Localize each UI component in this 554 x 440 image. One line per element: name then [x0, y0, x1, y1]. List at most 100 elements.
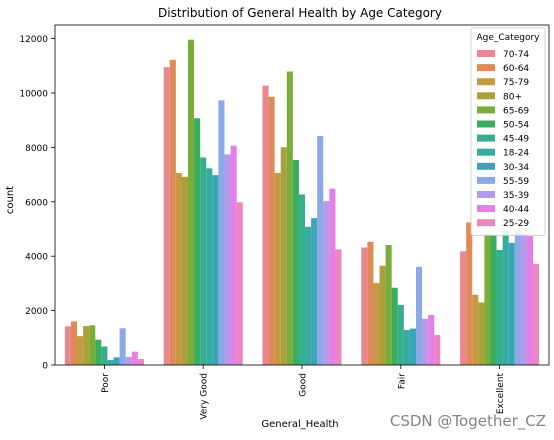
y-tick-label: 10000	[19, 90, 48, 100]
y-tick-label: 2000	[25, 307, 48, 317]
bar	[224, 154, 231, 365]
y-ticks-group: 0 2000 4000 6000 8000 10000 12000	[19, 35, 55, 372]
bar	[188, 39, 195, 365]
legend-label: 55-59	[503, 177, 529, 187]
bar	[496, 249, 503, 365]
bar	[137, 359, 144, 365]
bar	[460, 251, 467, 365]
bar	[508, 242, 515, 365]
legend-swatch	[477, 106, 495, 114]
bar	[391, 287, 398, 365]
bar	[230, 145, 237, 365]
bars-group	[64, 39, 540, 365]
bar	[428, 314, 435, 365]
legend-swatch	[477, 148, 495, 156]
legend-swatch	[477, 50, 495, 57]
y-tick-label: 0	[42, 362, 48, 372]
bar	[286, 71, 293, 365]
bar	[95, 339, 102, 365]
legend-label: 50-54	[503, 121, 529, 131]
bar	[175, 172, 182, 365]
legend-label: 65-69	[503, 106, 529, 116]
bar	[305, 226, 312, 365]
bar	[212, 175, 219, 365]
legend-swatch	[477, 134, 495, 142]
watermark: CSDN @Together_CZ	[389, 412, 546, 430]
legend: Age_Category 70-74 60-64 75-79 80+ 65-69 50-54…	[470, 27, 546, 236]
bar	[206, 168, 213, 365]
bar	[526, 236, 534, 365]
legend-label: 80+	[503, 92, 522, 102]
bar	[367, 241, 374, 365]
bar	[169, 59, 176, 365]
bar	[385, 245, 392, 365]
legend-title: Age_Category	[476, 33, 540, 43]
bar	[434, 335, 441, 365]
bar	[484, 233, 491, 365]
bar	[329, 188, 336, 365]
legend-swatch	[477, 64, 495, 72]
legend-swatch	[477, 162, 495, 170]
y-tick-label: 4000	[25, 253, 48, 263]
bar	[83, 326, 90, 365]
bar	[194, 118, 201, 365]
bar	[317, 135, 324, 365]
bar	[268, 96, 275, 365]
x-ticks-group: Poor Very Good Good Fair Excellent	[101, 365, 506, 420]
x-tick-label: Fair	[397, 373, 407, 389]
bar	[466, 222, 473, 365]
x-tick-label: Good	[299, 373, 309, 397]
bar	[181, 176, 188, 365]
bar	[131, 351, 138, 365]
bar	[77, 336, 84, 365]
x-tick-label: Very Good	[200, 373, 210, 420]
bar	[119, 328, 126, 365]
bar	[292, 159, 299, 365]
bar	[163, 67, 170, 365]
legend-swatch	[477, 191, 495, 198]
bar	[236, 202, 243, 365]
legend-label: 40-44	[503, 205, 529, 215]
bar	[490, 235, 497, 365]
legend-label: 60-64	[503, 64, 529, 74]
legend-label: 70-74	[503, 50, 529, 60]
legend-label: 25-29	[503, 219, 529, 229]
bar	[379, 265, 386, 365]
y-axis-label: count	[5, 186, 16, 214]
bar	[502, 230, 509, 365]
bar	[409, 328, 416, 365]
y-tick-label: 12000	[19, 35, 48, 45]
bar	[280, 147, 287, 365]
bar	[397, 304, 404, 365]
legend-label: 30-34	[503, 163, 529, 173]
legend-label: 18-24	[503, 149, 529, 159]
x-tick-label: Poor	[101, 373, 111, 393]
legend-swatch	[477, 176, 495, 184]
bar	[107, 360, 114, 365]
legend-swatch	[477, 205, 495, 213]
legend-label: 75-79	[503, 78, 529, 88]
bar	[218, 100, 225, 365]
bar	[520, 233, 527, 365]
bar	[298, 194, 306, 365]
bar	[361, 247, 368, 365]
x-axis-label: General_Health	[261, 419, 338, 430]
bar	[335, 249, 342, 365]
bar	[323, 200, 330, 365]
legend-swatch	[477, 92, 495, 100]
bar	[200, 157, 207, 365]
bar	[533, 263, 540, 365]
y-tick-label: 6000	[25, 198, 48, 208]
bar	[311, 218, 318, 365]
legend-swatch	[477, 120, 495, 128]
bar	[89, 325, 96, 365]
chart-title: Distribution of General Health by Age Ca…	[158, 6, 442, 20]
plot-frame	[54, 24, 550, 366]
bar	[514, 229, 521, 365]
bar	[416, 266, 423, 365]
bar	[472, 294, 479, 365]
bar	[113, 357, 120, 365]
bar	[64, 326, 71, 365]
bar	[478, 302, 485, 365]
